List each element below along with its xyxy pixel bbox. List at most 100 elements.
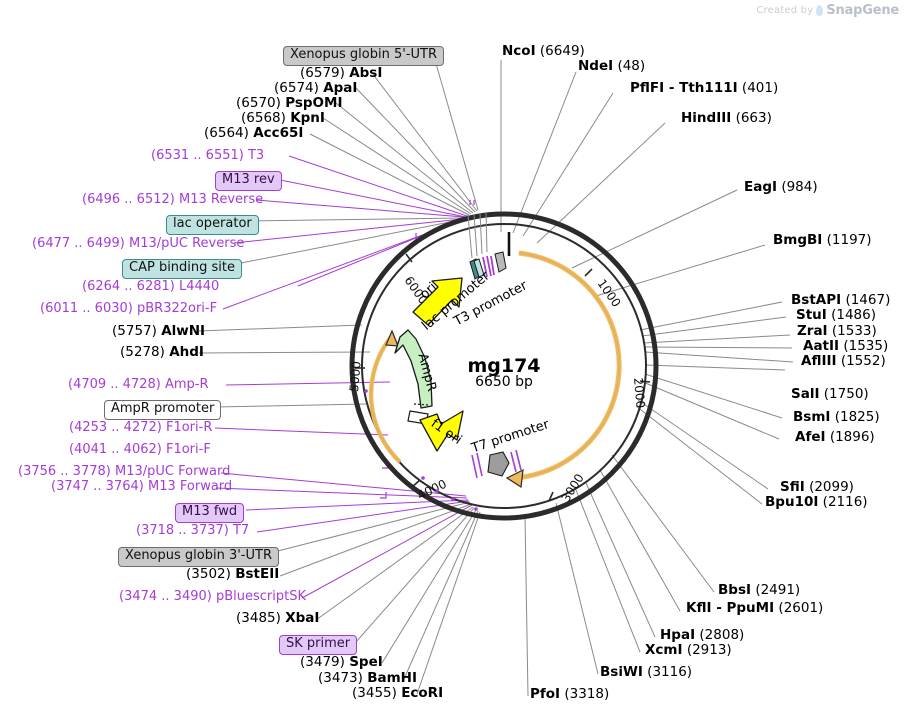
- ampr-arc-arrow: [368, 329, 402, 464]
- label-primer-t7: (3718 .. 3737) T7: [136, 524, 249, 537]
- enzyme-name: BamHI: [367, 670, 417, 686]
- tick-label-3000: 3000: [559, 471, 587, 504]
- primer-name: M13/pUC Reverse: [128, 236, 245, 251]
- label-enzyme-xcmi: XcmI (2913): [645, 642, 732, 658]
- primer-name: pBR322ori-F: [136, 301, 218, 316]
- label-enzyme-pfoi: PfoI (3318): [530, 686, 610, 702]
- chip-lac-operator: lac operator: [166, 215, 259, 235]
- label-primer-m13-reverse: (6496 .. 6512) M13 Reverse: [82, 193, 263, 206]
- enzyme-name: AflIII: [801, 353, 837, 369]
- enzyme-name: PspOMI: [285, 95, 343, 111]
- snapgene-watermark: Created by SnapGene: [756, 3, 899, 18]
- primer-name: L4440: [178, 279, 220, 294]
- label-enzyme-alwni: (5757) AlwNI: [112, 323, 205, 339]
- feature-f1-ori: [419, 410, 464, 452]
- enzyme-position: (6579): [300, 65, 345, 81]
- label-enzyme-pflfi-tth111i: PflFI - Tth111I (401): [630, 81, 778, 96]
- label-primer-m13-puc-forward: (3756 .. 3778) M13/pUC Forward: [18, 465, 230, 478]
- chip-cap-binding-site: CAP binding site: [122, 259, 243, 279]
- enzyme-name: BstAPI: [791, 292, 842, 308]
- label-enzyme-bpu10i: Bpu10I (2116): [765, 494, 868, 510]
- label-enzyme-bsteii: (3502) BstEII: [186, 566, 280, 582]
- enzyme-name: SpeI: [349, 654, 383, 670]
- enzyme-position: (3116): [647, 664, 693, 680]
- enzyme-position: (663): [735, 110, 772, 126]
- primer-name: T7: [232, 523, 250, 538]
- enzyme-name: KflI - PpuMI: [686, 600, 775, 616]
- label-enzyme-sfii: SfiI (2099): [780, 479, 854, 495]
- enzyme-name: AfeI: [795, 429, 826, 445]
- enzyme-position: (1486): [831, 307, 876, 323]
- enzyme-position: (2099): [809, 479, 854, 495]
- label-xenopus-globin-5utr: Xenopus globin 5'-UTR: [283, 45, 444, 66]
- primer-range: (6264 .. 6281): [82, 279, 175, 294]
- label-enzyme-absi: (6579) AbsI: [300, 65, 382, 81]
- plasmid-size: 6650 bp: [475, 374, 533, 390]
- enzyme-name: NdeI: [578, 58, 614, 74]
- label-enzyme-sali: SalI (1750): [791, 386, 869, 402]
- enzyme-position: (2913): [686, 642, 732, 658]
- primer-name: M13 Reverse: [178, 192, 264, 207]
- enzyme-position: (3473): [318, 670, 363, 686]
- leader-lines-left-mid: [197, 324, 391, 436]
- enzyme-name: AhdI: [169, 344, 204, 360]
- label-enzyme-ncoi: NcoI (6649): [502, 43, 585, 59]
- enzyme-name: NcoI: [502, 43, 536, 59]
- enzyme-name: BstEII: [235, 566, 280, 582]
- enzyme-name: AatII: [803, 338, 840, 354]
- enzyme-name: StuI: [796, 307, 827, 323]
- label-enzyme-ndei: NdeI (48): [578, 58, 645, 74]
- enzyme-position: (1467): [845, 292, 891, 308]
- enzyme-position: (2601): [778, 600, 824, 616]
- label-enzyme-hindiii: HindIII (663): [681, 110, 772, 126]
- enzyme-name: XcmI: [645, 642, 683, 658]
- enzyme-position: (1552): [840, 353, 886, 369]
- enzyme-position: (5757): [112, 323, 157, 339]
- enzyme-name: HindIII: [681, 110, 732, 126]
- primer-name: Amp-R: [164, 377, 209, 392]
- enzyme-name: EcoRI: [401, 685, 444, 701]
- leader-lines-right: [500, 60, 794, 697]
- enzyme-position: (2491): [755, 582, 801, 598]
- label-enzyme-bstapi: BstAPI (1467): [791, 292, 891, 308]
- enzyme-name: SfiI: [780, 479, 805, 495]
- position-ticks: [355, 253, 651, 502]
- enzyme-position: (6570): [236, 95, 281, 111]
- primer-range: (4253 .. 4272): [69, 420, 162, 435]
- enzyme-name: BsiWI: [600, 664, 643, 680]
- label-enzyme-aatii: AatII (1535): [803, 338, 888, 354]
- enzyme-name: ZraI: [797, 323, 828, 339]
- label-enzyme-xbai: (3485) XbaI: [236, 610, 319, 626]
- primer-range: (4709 .. 4728): [68, 377, 161, 392]
- enzyme-name: ApaI: [323, 80, 358, 96]
- label-enzyme-hpai: HpaI (2808): [660, 628, 744, 643]
- enzyme-position: (6568): [241, 110, 286, 126]
- label-enzyme-bbsi: BbsI (2491): [718, 582, 801, 598]
- enzyme-name: SalI: [791, 386, 820, 402]
- enzyme-position: (3485): [236, 610, 281, 626]
- chip-m13-fwd: M13 fwd: [175, 503, 245, 523]
- primer-range: (3474 .. 3490): [119, 589, 212, 604]
- enzyme-position: (1750): [823, 386, 869, 402]
- leader-lines-left-top: [222, 52, 479, 310]
- primer-range: (6011 .. 6030): [40, 301, 133, 316]
- label-enzyme-bsiwi: BsiWI (3116): [600, 664, 693, 680]
- label-enzyme-ahdi: (5278) AhdI: [120, 344, 204, 360]
- enzyme-position: (2116): [822, 494, 868, 510]
- chip-ampr-promoter: AmpR promoter: [104, 400, 222, 420]
- primer-name: T3: [247, 148, 265, 163]
- tick-label-5000: 5000: [347, 361, 364, 393]
- chip-sk-primer: SK primer: [279, 635, 358, 655]
- label-ampr-promoter: AmpR promoter: [104, 399, 222, 420]
- enzyme-position: (3318): [564, 686, 610, 702]
- label-enzyme-eagi: EagI (984): [744, 180, 818, 195]
- label-enzyme-spei: (3479) SpeI: [300, 654, 383, 670]
- orf-arc-arrow: [505, 250, 622, 489]
- label-m13-fwd: M13 fwd: [175, 502, 245, 523]
- label-primer-f1ori-f: (4041 .. 4062) F1ori-F: [69, 443, 211, 456]
- label-lac-operator: lac operator: [166, 214, 259, 235]
- primer-range: (4041 .. 4062): [69, 442, 162, 457]
- label-cap-binding-site: CAP binding site: [122, 258, 243, 279]
- feature-mcs-cluster: [467, 212, 511, 280]
